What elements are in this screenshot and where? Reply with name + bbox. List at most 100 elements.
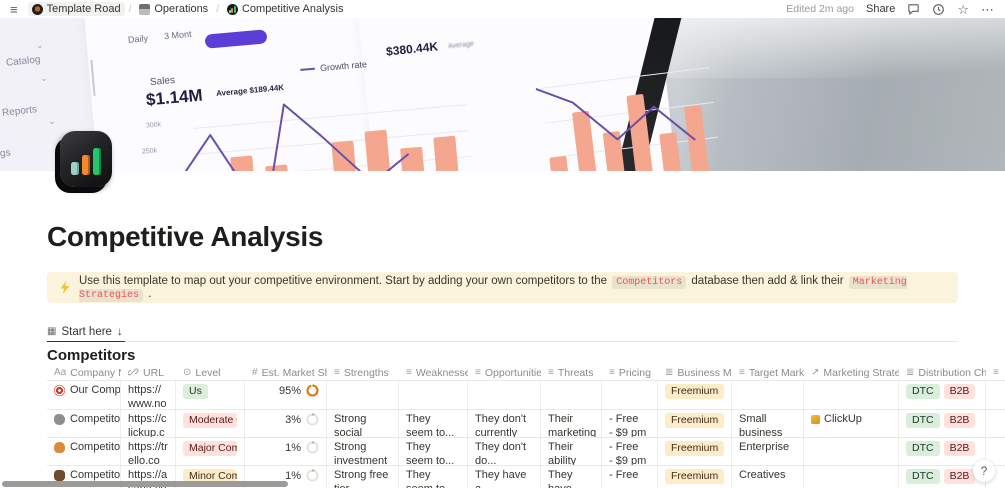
column-header-business-model[interactable]: ≣Business Model [658,365,732,380]
cell-weaknesses[interactable] [399,381,468,409]
database-title[interactable]: Competitors [47,347,136,364]
clickup-page-icon [811,415,820,425]
tag-us: Us [183,384,208,400]
column-header-threats[interactable]: ≡ Threats [541,365,602,380]
rhino-emoji-icon [54,414,65,425]
cell-opportunities[interactable] [468,381,541,409]
column-header-pricing[interactable]: ≡ Pricing [602,365,658,380]
cell-weaknesses[interactable]: They seem to... [399,410,468,437]
cell-target-market[interactable]: Creatives [732,466,804,488]
inline-code-competitors[interactable]: Competitors [612,275,687,289]
column-header-label: Company Name [70,366,121,379]
cell-level[interactable]: Moderate Competitor [176,410,245,437]
cell-strengths[interactable]: Strong investment from their... [327,438,399,465]
cell-target-market[interactable] [732,381,804,409]
page-title[interactable]: Competitive Analysis [47,221,324,252]
cell-threats[interactable] [541,381,602,409]
cell-company-name[interactable]: Competitor #1 [47,410,121,437]
page-cover-image[interactable]: Catalog Reports gs ⌄ ⌄ ⌄ Daily 3 Mont Sa… [0,18,1005,171]
cell-threats[interactable]: They have [541,466,602,488]
breadcrumb-competitive-analysis[interactable]: Competitive Analysis [223,2,348,16]
horizontal-scrollbar[interactable] [2,481,288,487]
comments-icon[interactable] [907,3,920,16]
cell-weaknesses[interactable]: They seem to... [399,466,468,488]
tab-start-here[interactable]: ▦ Start here ↓ [47,324,125,342]
column-header-est-market-share[interactable]: #Est. Market Share [245,365,327,380]
cell-target-market[interactable]: Enterprise [732,438,804,465]
cell-business-model[interactable]: Freemium [658,438,732,465]
cell-company-name[interactable]: Competitor #2 [47,438,121,465]
column-header-level[interactable]: ⊙ Level [176,365,245,380]
cell-level[interactable]: Major Competitor [176,438,245,465]
cell-target-market[interactable]: Small business [732,410,804,437]
cell-business-model[interactable]: Freemium [658,381,732,409]
callout-block[interactable]: Use this template to map out your compet… [47,272,958,303]
cell-url[interactable]: https://www.notion.so/ [121,381,176,409]
cell-threats[interactable]: Their ability to... [541,438,602,465]
callout-text: Use this template to map out your compet… [79,274,907,302]
number-icon: # [252,367,258,378]
cell-level[interactable]: Minor Competitor [176,466,245,488]
cell-url[interactable]: https://trello.com/ [121,438,176,465]
cell-distribution-channels[interactable]: DTC B2B [899,438,986,465]
column-header-extra[interactable]: ≡ [986,365,1005,380]
column-header-url[interactable]: URL [121,365,176,380]
cell-weaknesses[interactable]: They seem to... [399,438,468,465]
history-clock-icon[interactable] [932,3,945,16]
column-header-strengths[interactable]: ≡ Strengths [327,365,399,380]
cell-pricing[interactable]: - Free - $9 pm [602,438,658,465]
cell-opportunities[interactable]: They don't currently offer... [468,410,541,437]
chevron-down-icon: ⌄ [35,39,44,51]
cell-market-share[interactable]: 3% [245,410,327,437]
cell-strengths[interactable]: Strong social presence and... [327,410,399,437]
cell-company-name[interactable]: Competitor #3 [47,466,121,488]
column-header-marketing-strategies[interactable]: ↗Marketing Strategies [804,365,899,380]
cell-pricing[interactable]: - Free - $9 pm [602,410,658,437]
top-bar: ≡ Template Road / Operations / Competiti… [0,0,1005,18]
column-header-distribution-channels[interactable]: ≣Distribution Channels [899,365,986,380]
column-header-weaknesses[interactable]: ≡Weaknesses [399,365,468,380]
help-button[interactable]: ? [973,460,995,482]
column-header-opportunities[interactable]: ≡Opportunities [468,365,541,380]
cell-pricing[interactable]: - Free [602,466,658,488]
cell-threats[interactable]: Their marketing is... [541,410,602,437]
cell-extra[interactable] [986,410,1005,437]
favorite-star-icon[interactable]: ☆ [957,1,969,17]
multiselect-icon: ≣ [665,367,674,378]
cell-distribution-channels[interactable]: DTC B2B [899,410,986,437]
cell-marketing-strategies[interactable] [804,438,899,465]
relation-link[interactable]: ClickUp [824,413,862,425]
sidebar-toggle-icon[interactable]: ≡ [10,1,18,17]
legend-line-swatch [300,67,316,71]
breadcrumb-template-road[interactable]: Template Road [27,2,125,16]
cell-opportunities[interactable]: They have a [468,466,541,488]
tab-label: Start here [61,325,112,338]
column-header-target-market[interactable]: ≡Target Market [732,365,804,380]
cell-pricing[interactable] [602,381,658,409]
cell-level[interactable]: Us [176,381,245,409]
cell-marketing-strategies[interactable] [804,381,899,409]
cell-market-share[interactable]: 95% [245,381,327,409]
select-icon: ⊙ [183,367,192,378]
breadcrumb-operations[interactable]: Operations [135,2,212,16]
cell-distribution-channels[interactable]: DTC B2B [899,381,986,409]
cell-business-model[interactable]: Freemium [658,466,732,488]
page-icon[interactable] [56,131,116,193]
cell-market-share[interactable]: 1% [245,466,327,488]
bison-emoji-icon [54,470,65,481]
more-options-icon[interactable]: ⋯ [981,1,995,17]
share-button[interactable]: Share [865,3,896,15]
cell-opportunities[interactable]: They don't do... [468,438,541,465]
cell-strengths[interactable] [327,381,399,409]
cell-market-share[interactable]: 1% [245,438,327,465]
cell-marketing-strategies[interactable]: ClickUp [804,410,899,437]
cell-business-model[interactable]: Freemium [658,410,732,437]
cell-url[interactable]: https://clickup.com/ [121,410,176,437]
cell-marketing-strategies[interactable] [804,466,899,488]
cell-extra[interactable] [986,381,1005,409]
cell-strengths[interactable]: Strong free tier [327,466,399,488]
chevron-down-icon: ⌄ [47,115,56,127]
tag-moderate-competitor: Moderate Competitor [183,413,237,429]
cell-company-name[interactable]: Our Company [47,381,121,409]
